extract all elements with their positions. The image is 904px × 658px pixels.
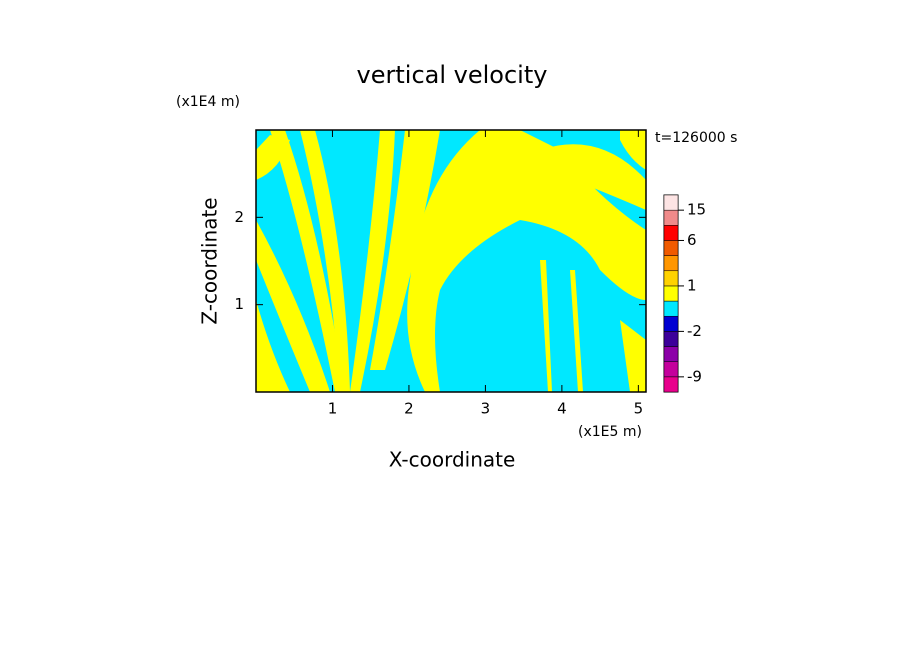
colorbar-band: [663, 194, 679, 211]
x-axis-label: X-coordinate: [389, 448, 516, 472]
x-tick-label: 2: [404, 400, 414, 418]
y-unit: (x1E4 m): [176, 94, 240, 110]
colorbar-tick-label: -2: [687, 322, 702, 340]
colorbar-band: [663, 209, 679, 226]
y-axis-label: Z-coordinate: [198, 197, 222, 324]
y-tick-label: 1: [234, 295, 244, 313]
colorbar-tick-label: 15: [687, 201, 706, 219]
x-tick-label: 1: [328, 400, 338, 418]
colorbar-tick-label: 1: [687, 276, 697, 294]
colorbar-band: [663, 331, 679, 347]
time-annotation: t=126000 s: [655, 130, 737, 146]
x-tick-label: 3: [481, 400, 491, 418]
plot-frame: [255, 129, 647, 393]
colorbar-band: [663, 255, 679, 272]
chart-title: vertical velocity: [357, 61, 548, 89]
colorbar-band: [663, 376, 679, 393]
x-tick-label: 4: [557, 400, 567, 418]
colorbar-band: [663, 225, 679, 241]
colorbar-tick-label: 6: [687, 231, 697, 249]
colorbar-band: [663, 285, 679, 302]
colorbar-tick-label: -9: [687, 367, 702, 385]
colorbar-band: [663, 240, 679, 256]
x-unit: (x1E5 m): [578, 424, 642, 440]
colorbar-band: [663, 315, 679, 332]
colorbar-band: [663, 346, 679, 362]
colorbar-band: [663, 300, 679, 317]
x-tick-label: 5: [634, 400, 644, 418]
y-tick-label: 2: [234, 208, 244, 226]
contour-field: [256, 130, 646, 392]
colorbar-band: [663, 270, 679, 287]
colorbar-band: [663, 361, 679, 378]
